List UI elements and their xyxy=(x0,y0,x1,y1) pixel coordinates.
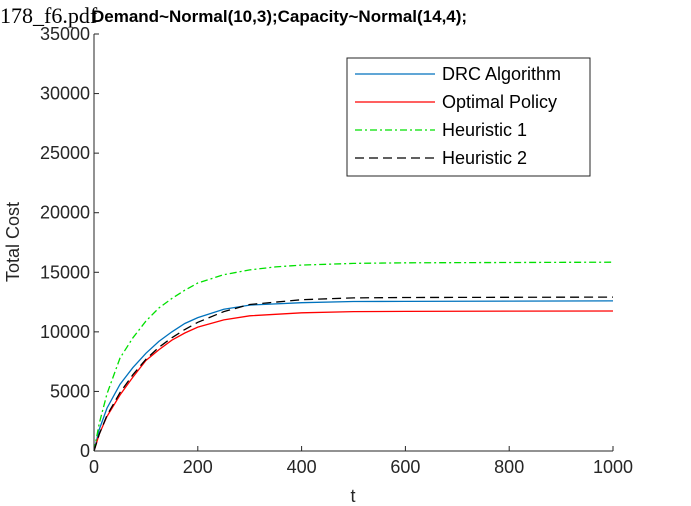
x-tick-label: 600 xyxy=(390,457,420,477)
tick-layer: 0 200 400 600 800 100005000100001500020000250… xyxy=(40,24,633,477)
y-tick-label: 35000 xyxy=(40,24,90,44)
y-tick-label: 30000 xyxy=(40,84,90,104)
legend-label: DRC Algorithm xyxy=(442,64,561,84)
x-tick-label: 0 xyxy=(89,457,99,477)
x-tick-label: 1000 xyxy=(593,457,633,477)
y-tick-label: 0 xyxy=(80,441,90,461)
y-axis-title: Total Cost xyxy=(3,202,23,282)
series-line-2 xyxy=(93,310,614,452)
chart-title: Demand~Normal(10,3);Capacity~Normal(14,4… xyxy=(92,7,467,26)
legend-label: Optimal Policy xyxy=(442,92,557,112)
series-line-4 xyxy=(93,296,614,452)
series-line-3 xyxy=(93,261,614,452)
y-tick-label: 15000 xyxy=(40,262,90,282)
overlay-filename-text: 178_f6.pdf xyxy=(0,3,98,28)
y-tick-label: 5000 xyxy=(50,381,90,401)
x-tick-label: 800 xyxy=(494,457,524,477)
legend: DRC Algorithm Optimal Policy Heuristic 1 He… xyxy=(346,57,591,177)
x-tick-label: 200 xyxy=(183,457,213,477)
y-tick-label: 10000 xyxy=(40,322,90,342)
legend-label: Heuristic 2 xyxy=(442,148,527,168)
x-axis-title: t xyxy=(350,486,355,506)
legend-box xyxy=(346,57,591,177)
legend-label: Heuristic 1 xyxy=(442,120,527,140)
series-line-1 xyxy=(93,300,614,452)
x-tick-label: 400 xyxy=(287,457,317,477)
y-tick-label: 20000 xyxy=(40,203,90,223)
series-layer xyxy=(93,261,614,452)
y-tick-label: 25000 xyxy=(40,143,90,163)
